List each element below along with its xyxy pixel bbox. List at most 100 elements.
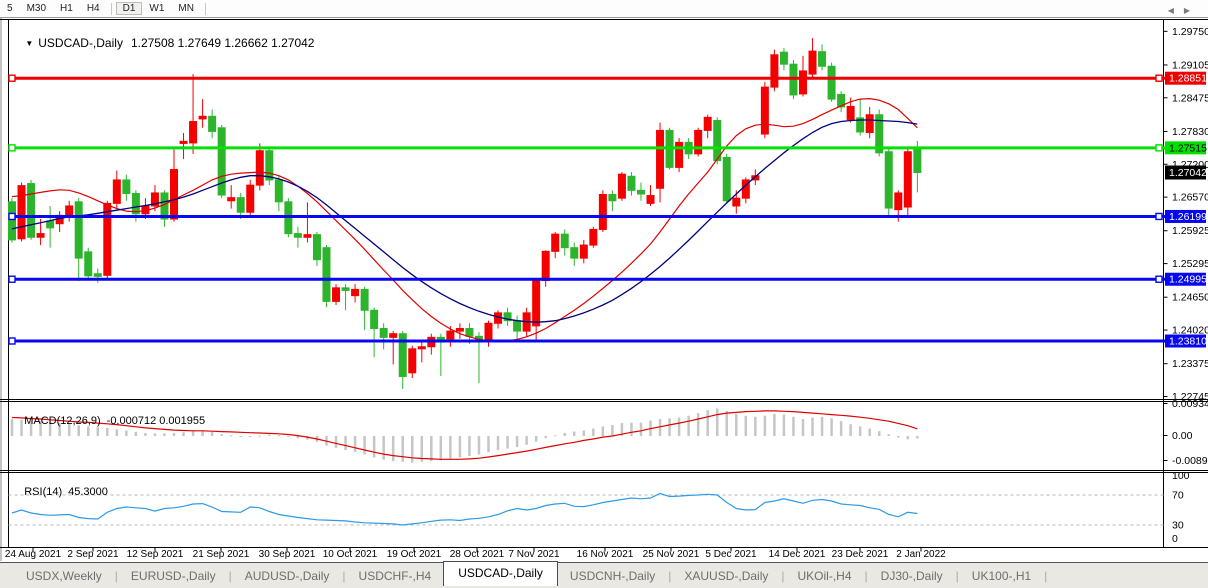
price-level-chip-text: 1.27515 bbox=[1169, 142, 1207, 154]
tab-scroll-right-icon[interactable]: ▶ bbox=[1183, 6, 1200, 15]
tab-separator: | bbox=[228, 568, 232, 583]
macd-hist-bar bbox=[363, 436, 366, 455]
timeframe-toolbar: 5 M30 H1 H4 D1 W1 MN bbox=[0, 0, 1208, 18]
tab-audusd-daily[interactable]: AUDUSD-,Daily bbox=[244, 568, 330, 583]
y-axis-label: 1.24020 bbox=[1172, 325, 1208, 337]
macd-hist-bar bbox=[58, 423, 61, 436]
macd-hist-bar bbox=[201, 430, 204, 436]
tab-scroll-left-icon[interactable]: ◀ bbox=[1167, 6, 1184, 15]
x-axis-date-label: 25 Nov 2021 bbox=[643, 549, 700, 560]
timeframe-button-mn[interactable]: MN bbox=[178, 3, 194, 14]
macd-hist-bar bbox=[639, 422, 643, 436]
tab-separator: | bbox=[781, 568, 785, 583]
tab-xauusd-daily[interactable]: XAUUSD-,Daily bbox=[684, 568, 769, 583]
x-axis-date-label: 12 Sep 2021 bbox=[127, 549, 184, 560]
timeframe-button-m30[interactable]: M30 bbox=[26, 3, 47, 14]
x-axis-date-label: 24 Aug 2021 bbox=[5, 549, 62, 560]
candle bbox=[532, 280, 541, 327]
macd-hist-bar bbox=[163, 433, 166, 436]
level-line-handle-right[interactable] bbox=[1155, 144, 1163, 152]
y-axis-label: 1.22745 bbox=[1172, 391, 1208, 403]
candle bbox=[884, 151, 893, 209]
macd-hist-bar bbox=[220, 434, 223, 436]
candle bbox=[751, 175, 760, 181]
candle bbox=[322, 247, 331, 302]
candle bbox=[198, 115, 207, 120]
macd-hist-bar bbox=[754, 416, 757, 436]
timeframe-button-h1[interactable]: H1 bbox=[60, 3, 73, 14]
y-axis-label: 1.24650 bbox=[1172, 292, 1208, 304]
candle bbox=[694, 129, 703, 155]
tab-uk100-h1[interactable]: UK100-,H1 bbox=[971, 568, 1032, 583]
candle bbox=[389, 333, 398, 338]
level-line-handle-left[interactable] bbox=[8, 74, 16, 82]
candle bbox=[760, 86, 769, 135]
candle bbox=[36, 233, 45, 238]
macd-hist-bar bbox=[744, 415, 748, 436]
candle bbox=[274, 179, 283, 203]
macd-hist-bar bbox=[668, 418, 671, 436]
candle bbox=[189, 121, 198, 144]
y-axis-label: 1.27830 bbox=[1172, 126, 1208, 138]
candle bbox=[312, 234, 321, 261]
x-axis-date-label: 30 Sep 2021 bbox=[259, 549, 316, 560]
macd-signal-line bbox=[11, 410, 918, 460]
tab-separator: | bbox=[342, 568, 346, 583]
tab-ukoil-h4[interactable]: UKOil-,H4 bbox=[797, 568, 852, 583]
current-price-chip-text: 1.27042 bbox=[1169, 167, 1207, 179]
y-axis-label: 1.28475 bbox=[1172, 92, 1208, 104]
tab-usdchf-h4[interactable]: USDCHF-,H4 bbox=[358, 568, 432, 583]
timeframe-button-h4[interactable]: H4 bbox=[86, 3, 100, 14]
macd-hist-bar bbox=[897, 436, 900, 438]
candle bbox=[837, 93, 846, 108]
macd-hist-bar bbox=[391, 436, 395, 462]
candle bbox=[255, 150, 264, 186]
level-line-handle-right[interactable] bbox=[1155, 74, 1163, 82]
x-axis-date-label: 5 Dec 2021 bbox=[705, 549, 757, 560]
tab-usdcnh-daily[interactable]: USDCNH-,Daily bbox=[569, 568, 656, 583]
macd-hist-bar bbox=[877, 431, 881, 436]
candle bbox=[589, 228, 598, 246]
rsi-axis-label: 30 bbox=[1172, 520, 1184, 532]
level-line-handle-right[interactable] bbox=[1155, 212, 1163, 221]
tab-dj30-daily[interactable]: DJ30-,Daily bbox=[880, 568, 943, 583]
candle bbox=[360, 288, 369, 311]
macd-hist-bar bbox=[229, 435, 233, 437]
candle bbox=[455, 327, 464, 332]
timeframe-button-5[interactable]: 5 bbox=[7, 3, 13, 14]
macd-hist-bar bbox=[296, 436, 300, 439]
x-axis-date-label: 10 Oct 2021 bbox=[323, 549, 378, 560]
ma-fast-line bbox=[11, 97, 918, 343]
macd-hist-bar bbox=[782, 414, 786, 436]
tab-eurusd-daily[interactable]: EURUSD-,Daily bbox=[130, 568, 216, 583]
level-line-handle-left[interactable] bbox=[8, 275, 16, 283]
macd-hist-bar bbox=[96, 427, 100, 436]
candle bbox=[103, 202, 112, 276]
level-line-handle-left[interactable] bbox=[8, 212, 16, 221]
candle bbox=[74, 201, 83, 259]
x-axis-date-label: 2 Jan 2022 bbox=[896, 549, 946, 560]
rsi-axis-label: 100 bbox=[1172, 470, 1190, 482]
candle bbox=[417, 346, 426, 350]
x-axis-date-label: 14 Dec 2021 bbox=[769, 549, 826, 560]
price-level-chip-text: 1.23810 bbox=[1169, 336, 1207, 348]
level-line-handle-right[interactable] bbox=[1155, 275, 1163, 283]
level-line-handle-left[interactable] bbox=[8, 144, 16, 152]
macd-hist-bar bbox=[582, 430, 586, 436]
macd-hist-bar bbox=[763, 415, 767, 436]
macd-hist-bar bbox=[839, 421, 843, 436]
candle bbox=[170, 168, 179, 220]
candle bbox=[27, 183, 36, 238]
tab-usdcad-daily[interactable]: USDCAD-,Daily bbox=[443, 561, 558, 586]
candle bbox=[818, 51, 827, 67]
candle bbox=[293, 233, 302, 238]
timeframe-button-w1[interactable]: W1 bbox=[149, 3, 165, 14]
macd-hist-bar bbox=[830, 418, 833, 436]
level-line-handle-left[interactable] bbox=[8, 337, 16, 345]
tab-usdx-weekly[interactable]: USDX,Weekly bbox=[26, 568, 102, 583]
timeframe-button-d1[interactable]: D1 bbox=[115, 2, 143, 15]
macd-hist-bar bbox=[306, 436, 309, 440]
x-axis-date-label: 23 Dec 2021 bbox=[832, 549, 889, 560]
price-level-chip bbox=[1165, 209, 1206, 223]
tab-scroll-arrows: ◀▶ bbox=[1168, 6, 1200, 15]
